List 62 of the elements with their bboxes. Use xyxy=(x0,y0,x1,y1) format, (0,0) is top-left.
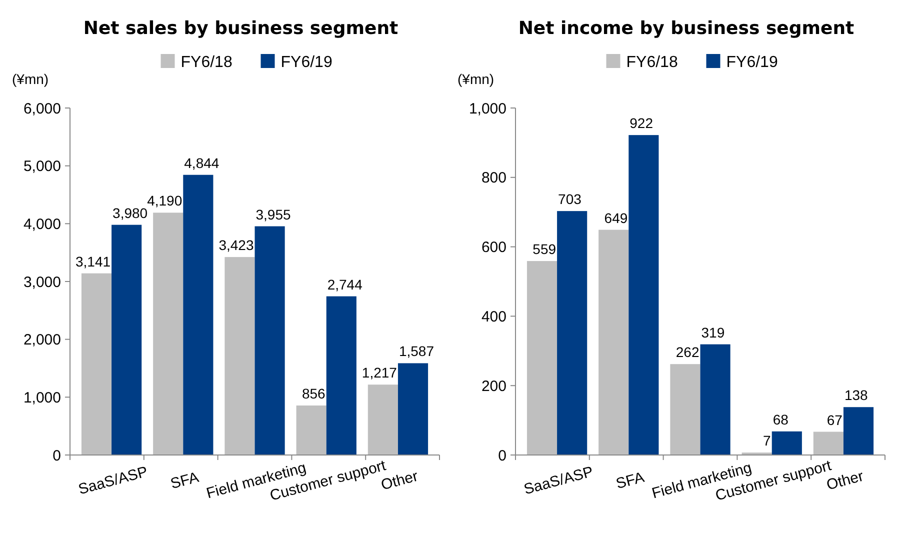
bar xyxy=(398,363,428,455)
bar xyxy=(700,344,730,455)
bar xyxy=(224,257,255,455)
y-tick-label: 0 xyxy=(498,447,506,464)
y-axis-title: (¥mn) xyxy=(458,71,494,87)
y-tick-label: 2,000 xyxy=(23,332,61,349)
bar xyxy=(183,174,214,455)
y-axis-title: (¥mn) xyxy=(12,71,49,87)
legend-label: FY6/18 xyxy=(626,54,678,71)
bar xyxy=(326,296,356,455)
data-label: 4,190 xyxy=(147,192,182,209)
data-label: 319 xyxy=(701,324,725,340)
bar xyxy=(153,212,184,455)
chart-title: Net income by business segment xyxy=(518,18,855,39)
data-label: 3,423 xyxy=(218,237,254,254)
data-label: 856 xyxy=(302,385,326,402)
bar xyxy=(296,405,326,455)
data-label: 262 xyxy=(676,344,700,360)
legend-label: FY6/19 xyxy=(280,54,332,71)
data-label: 3,980 xyxy=(112,204,148,221)
data-label: 559 xyxy=(532,241,556,258)
bar xyxy=(843,407,874,455)
chart-title: Net sales by business segment xyxy=(83,18,399,39)
data-label: 7 xyxy=(763,432,772,449)
data-label: 68 xyxy=(772,411,789,428)
data-label: 1,587 xyxy=(398,343,434,360)
bar xyxy=(557,211,588,455)
y-tick-label: 800 xyxy=(481,170,506,187)
bar xyxy=(813,432,844,455)
bar xyxy=(368,384,398,455)
y-tick-label: 5,000 xyxy=(23,158,61,176)
y-tick-label: 1,000 xyxy=(468,100,506,118)
bar xyxy=(598,230,629,455)
y-tick-label: 600 xyxy=(481,239,506,256)
data-label: 1,217 xyxy=(362,364,398,381)
y-tick-label: 6,000 xyxy=(23,100,61,118)
legend-label: FY6/19 xyxy=(726,54,778,71)
x-tick-label: SFA xyxy=(614,468,646,493)
y-tick-label: 400 xyxy=(481,308,506,326)
data-label: 649 xyxy=(604,210,628,226)
data-label: 67 xyxy=(826,412,843,428)
bar xyxy=(254,226,285,455)
data-label: 703 xyxy=(558,191,582,208)
bar xyxy=(628,135,659,455)
y-tick-label: 4,000 xyxy=(23,216,61,233)
bar xyxy=(112,224,142,455)
legend-label: FY6/18 xyxy=(180,54,232,71)
y-tick-label: 3,000 xyxy=(23,274,61,291)
data-label: 922 xyxy=(630,115,654,132)
data-label: 4,844 xyxy=(184,154,220,171)
bar xyxy=(526,261,558,455)
x-tick-label: SFA xyxy=(168,468,201,493)
data-label: 3,955 xyxy=(256,206,291,222)
bar xyxy=(81,273,112,455)
y-tick-label: 200 xyxy=(481,378,506,395)
y-tick-label: 1,000 xyxy=(23,389,61,406)
bar xyxy=(772,431,802,455)
y-tick-label: 0 xyxy=(52,447,61,464)
data-label: 2,744 xyxy=(327,276,363,292)
data-label: 3,141 xyxy=(75,253,111,270)
data-label: 138 xyxy=(844,387,868,404)
bar xyxy=(670,364,700,455)
